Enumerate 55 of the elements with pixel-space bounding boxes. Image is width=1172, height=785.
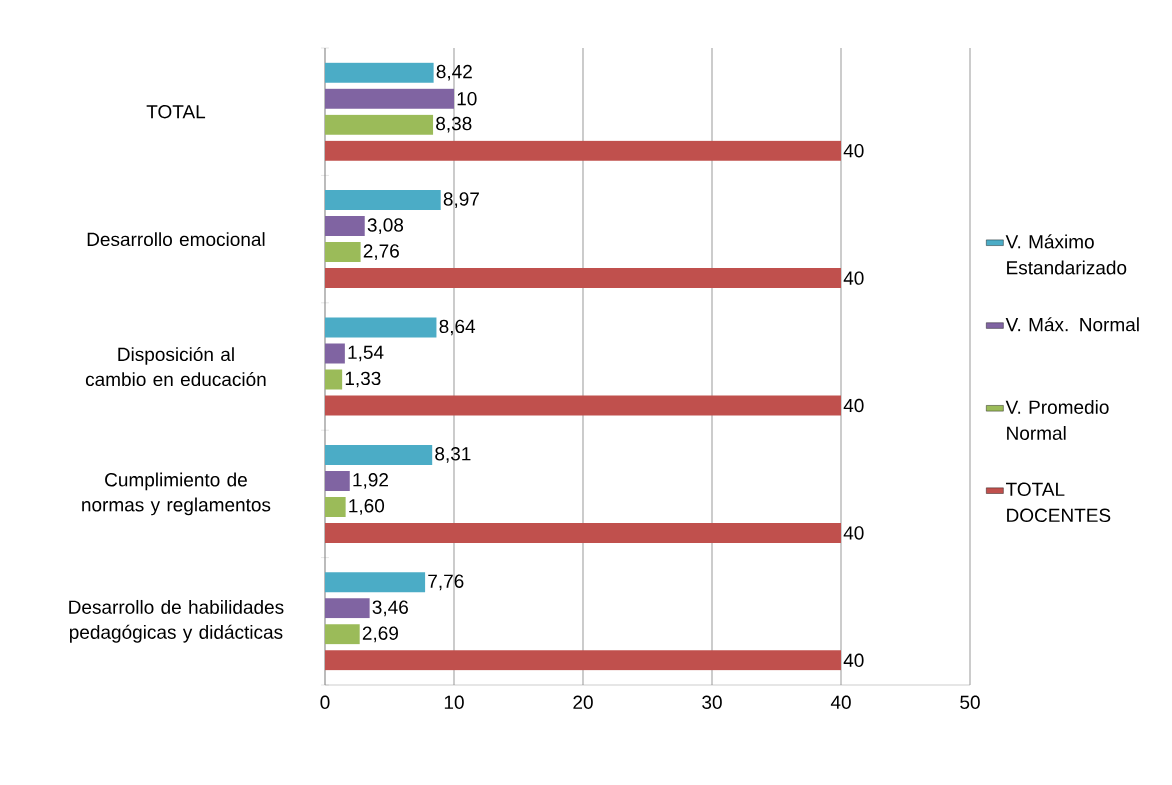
bar: [325, 624, 360, 645]
data-label: 40: [843, 398, 864, 413]
y-tick-label: Disposición al cambio en educación: [85, 346, 266, 387]
data-label: 2,76: [363, 244, 399, 260]
data-label: 2,69: [362, 626, 398, 643]
data-label: 3,08: [367, 218, 404, 234]
bar: [325, 650, 841, 671]
legend-label: V. Máx. Normal: [1005, 317, 1139, 332]
bar: [325, 114, 434, 135]
bar: [325, 522, 841, 543]
bar: [325, 88, 454, 109]
data-label: 1,54: [348, 345, 384, 362]
x-tick-label: 30: [702, 695, 722, 709]
y-tick-label: Desarrollo emocional: [87, 232, 265, 247]
x-tick-label: 20: [573, 695, 593, 709]
data-label: 3,46: [372, 600, 408, 617]
bar: [325, 343, 345, 364]
bar: [325, 62, 434, 83]
bar: [325, 572, 426, 593]
y-tick-label: Desarrollo de habilidades pedagógicas y didácticas: [69, 599, 284, 643]
bar: [325, 242, 361, 263]
data-label: 40: [843, 271, 864, 285]
y-tick-label: TOTAL: [146, 104, 206, 119]
data-label: 40: [843, 143, 864, 158]
data-label: 10: [457, 91, 477, 106]
data-label: 8,38: [436, 116, 472, 133]
bar: [325, 190, 441, 211]
y-tick-label: Cumplimiento de normas y reglamentos: [82, 472, 271, 516]
x-tick-label: 40: [830, 695, 851, 709]
bar: [325, 444, 433, 465]
data-label: 40: [843, 526, 864, 540]
data-label: 7,76: [428, 574, 464, 591]
bar: [325, 470, 350, 491]
data-label: 8,97: [443, 192, 479, 208]
data-label: 8,31: [435, 447, 471, 463]
bar: [325, 216, 365, 237]
data-label: 1,60: [349, 499, 385, 515]
data-label: 1,92: [353, 473, 388, 489]
data-label: 40: [843, 653, 864, 668]
x-tick-label: 50: [960, 695, 980, 709]
x-tick-label: 0: [320, 695, 330, 709]
bar: [325, 140, 841, 161]
data-label: 8,42: [436, 64, 472, 81]
bar: [325, 268, 841, 289]
data-label: 1,33: [345, 371, 381, 388]
x-tick-label: 10: [444, 695, 464, 709]
bar: [325, 598, 370, 619]
legend-label: TOTAL DOCENTES: [1006, 482, 1111, 523]
legend-label: V. Máximo Estandarizado: [1005, 234, 1127, 275]
bar: [325, 395, 841, 416]
bar: [325, 317, 437, 338]
legend-label: V. Promedio Normal: [1005, 399, 1109, 440]
bar: [325, 496, 346, 517]
bar: [325, 369, 343, 390]
data-label: 8,64: [439, 319, 476, 336]
